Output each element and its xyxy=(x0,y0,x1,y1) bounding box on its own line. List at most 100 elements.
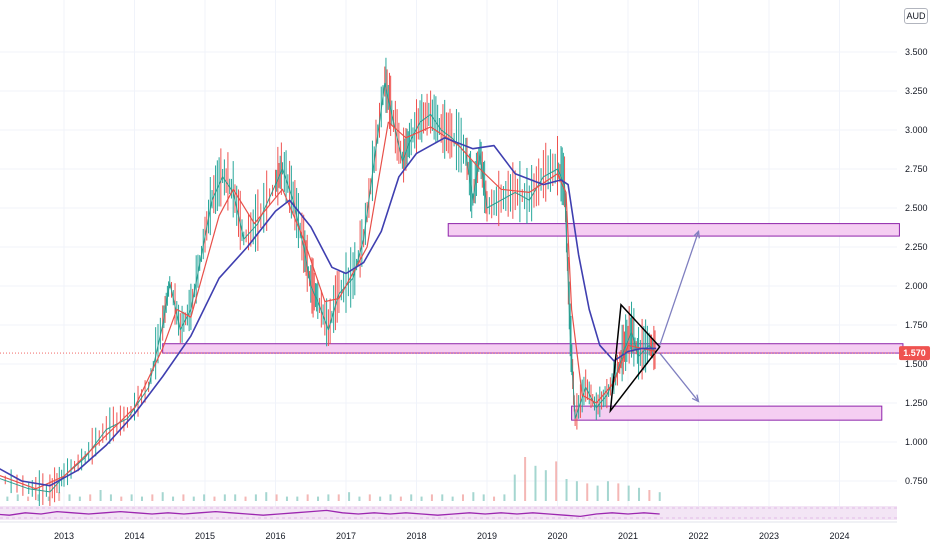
volume-bar xyxy=(358,496,361,501)
volume-bar xyxy=(379,496,382,501)
volume-bar xyxy=(565,479,568,501)
support-resistance-zone xyxy=(571,405,883,421)
oscillator-pane xyxy=(0,506,897,520)
volume-bar xyxy=(441,494,444,501)
y-tick-label: 1.750 xyxy=(905,320,928,330)
volume-bar xyxy=(534,465,537,501)
y-tick-label: 2.500 xyxy=(905,203,928,213)
volume-bar xyxy=(524,457,527,501)
volume-bar xyxy=(555,461,558,501)
volume-bar xyxy=(234,494,237,501)
x-tick-label: 2021 xyxy=(618,531,638,541)
volume-bar xyxy=(617,483,620,501)
volume-bar xyxy=(78,496,81,501)
volume-bar xyxy=(638,487,641,501)
last-price-badge xyxy=(899,346,930,361)
volume-bar xyxy=(58,492,61,501)
y-tick-label: 0.750 xyxy=(905,476,928,486)
x-tick-label: 2015 xyxy=(195,531,215,541)
volume-bar xyxy=(596,485,599,501)
volume-bar xyxy=(493,496,496,501)
volume-bar xyxy=(254,494,257,501)
volume-bar xyxy=(461,494,464,501)
volume-bar xyxy=(389,494,392,501)
grid-layer xyxy=(0,0,897,520)
support-resistance-zone xyxy=(447,223,900,237)
x-tick-label: 2024 xyxy=(829,531,849,541)
volume-bar xyxy=(451,496,454,501)
volume-bar xyxy=(606,481,609,501)
volume-bar xyxy=(275,494,278,501)
x-tick-label: 2022 xyxy=(688,531,708,541)
volume-bar xyxy=(27,496,30,501)
y-tick-label: 2.000 xyxy=(905,281,928,291)
projection-arrow xyxy=(659,231,700,346)
volume-bar xyxy=(151,494,154,501)
volume-bar xyxy=(68,494,71,501)
volume-bar xyxy=(192,496,195,501)
volume-bar xyxy=(420,496,423,501)
volume-bar xyxy=(327,494,330,501)
y-tick-label: 3.250 xyxy=(905,86,928,96)
volume-bar xyxy=(368,494,371,501)
volume-bar xyxy=(513,474,516,501)
volume-bar xyxy=(172,496,175,501)
oscillator-layer xyxy=(0,506,897,520)
volume-bar xyxy=(348,492,351,501)
volume-bar xyxy=(182,494,185,501)
moving-average-fast xyxy=(0,121,657,490)
x-tick-label: 2020 xyxy=(547,531,567,541)
x-tick-label: 2023 xyxy=(759,531,779,541)
volume-bar xyxy=(89,494,92,501)
volume-bar xyxy=(410,494,413,501)
x-tick-label: 2018 xyxy=(406,531,426,541)
y-tick-label: 3.500 xyxy=(905,47,928,57)
volume-bar xyxy=(306,494,309,501)
support-resistance-zone xyxy=(162,343,904,354)
volume-bar xyxy=(285,496,288,501)
volume-bar xyxy=(648,490,651,501)
moving-average-slow xyxy=(0,137,657,487)
triangle-pattern xyxy=(609,302,661,414)
x-tick-label: 2019 xyxy=(477,531,497,541)
moving-average-layer xyxy=(0,82,657,493)
volume-bar xyxy=(430,494,433,501)
x-tick-label: 2013 xyxy=(54,531,74,541)
x-tick-label: 2016 xyxy=(265,531,285,541)
projection-arrowhead xyxy=(691,394,700,403)
volume-bar xyxy=(244,496,247,501)
y-tick-label: 1.250 xyxy=(905,398,928,408)
volume-bar xyxy=(317,496,320,501)
volume-bar xyxy=(503,494,506,501)
volume-bar xyxy=(109,494,112,501)
volume-bar xyxy=(337,494,340,501)
y-tick-label: 1.000 xyxy=(905,437,928,447)
volume-bar xyxy=(16,494,19,501)
y-tick-label: 1.500 xyxy=(905,359,928,369)
volume-bar xyxy=(99,490,102,501)
volume-bar xyxy=(213,496,216,501)
volume-bar xyxy=(586,483,589,501)
volume-bar xyxy=(296,496,299,501)
volume-bar xyxy=(265,492,268,501)
projection-arrow xyxy=(659,352,700,402)
y-tick-label: 2.750 xyxy=(905,164,928,174)
currency-badge[interactable]: AUD xyxy=(904,8,928,24)
y-tick-label: 3.000 xyxy=(905,125,928,135)
y-tick-label: 2.250 xyxy=(905,242,928,252)
volume-bar xyxy=(37,494,40,501)
volume-bar xyxy=(399,496,402,501)
volume-bar xyxy=(472,492,475,501)
volume-bar xyxy=(47,496,50,501)
volume-layer xyxy=(6,457,661,501)
price-layer xyxy=(4,57,656,507)
drawing-layer xyxy=(0,229,897,414)
moving-average-teal xyxy=(0,82,657,493)
volume-bar xyxy=(544,470,547,501)
volume-bar xyxy=(223,494,226,501)
zone-layer xyxy=(162,223,904,421)
x-tick-label: 2017 xyxy=(336,531,356,541)
volume-bar xyxy=(161,492,164,501)
